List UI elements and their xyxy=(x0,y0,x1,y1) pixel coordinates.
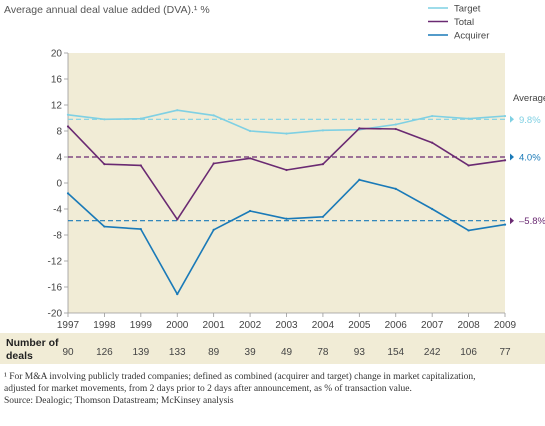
average-value-acquirer: –5.8% xyxy=(519,216,545,227)
footnote-line-1: ¹ For M&A involving publicly traded comp… xyxy=(4,372,476,382)
x-tick-label: 1997 xyxy=(57,320,80,331)
data-point-total xyxy=(321,163,325,166)
x-tick-label: 2005 xyxy=(348,320,371,331)
average-value-total: 4.0% xyxy=(519,153,541,164)
data-point-total xyxy=(467,164,470,167)
deals-count: 93 xyxy=(354,347,366,358)
x-tick-label: 2001 xyxy=(203,320,226,331)
data-point-total xyxy=(248,157,252,160)
data-point-acquirer xyxy=(176,293,179,296)
data-point-target xyxy=(139,117,142,120)
data-point-acquirer xyxy=(394,187,397,190)
plot-area xyxy=(68,53,505,313)
legend-label-acquirer: Acquirer xyxy=(454,31,489,42)
data-point-total xyxy=(66,125,70,128)
average-marker-acquirer xyxy=(510,217,514,225)
deals-row-band xyxy=(0,333,545,364)
data-point-acquirer xyxy=(212,228,215,231)
y-tick-label: -12 xyxy=(48,257,63,268)
data-point-total xyxy=(431,141,434,144)
x-tick-label: 1999 xyxy=(130,320,153,331)
deals-label-line-1: Number of xyxy=(6,337,59,349)
data-point-target xyxy=(285,132,288,135)
data-point-target xyxy=(503,114,507,118)
legend-label-total: Total xyxy=(454,17,474,28)
data-point-total xyxy=(394,127,397,131)
average-marker-target xyxy=(510,115,514,123)
x-tick-label: 2007 xyxy=(421,320,444,331)
y-tick-label: 20 xyxy=(51,49,63,60)
footnote-line-2: adjusted for market movements, from 2 da… xyxy=(4,384,412,394)
data-point-acquirer xyxy=(66,192,70,195)
y-tick-label: -8 xyxy=(53,231,62,242)
data-point-acquirer xyxy=(285,217,288,220)
deals-count: 106 xyxy=(460,347,477,358)
data-point-target xyxy=(394,123,397,126)
average-value-target: 9.8% xyxy=(519,115,541,126)
data-point-total xyxy=(358,127,361,130)
deals-count: 126 xyxy=(96,347,113,358)
data-point-target xyxy=(66,113,70,116)
data-point-acquirer xyxy=(503,223,507,226)
y-tick-label: -20 xyxy=(48,309,63,320)
source-note: Source: Dealogic; Thomson Datastream; Mc… xyxy=(4,396,234,406)
y-tick-label: 12 xyxy=(51,101,63,112)
data-point-total xyxy=(503,159,507,162)
deals-count: 139 xyxy=(132,347,149,358)
data-point-target xyxy=(176,109,179,112)
data-point-acquirer xyxy=(248,209,252,213)
data-point-target xyxy=(103,118,106,121)
x-tick-label: 1998 xyxy=(93,320,116,331)
data-point-acquirer xyxy=(103,225,106,228)
deals-count: 242 xyxy=(424,347,441,358)
deals-count: 39 xyxy=(245,347,257,358)
y-tick-label: 4 xyxy=(56,153,62,164)
y-tick-label: 0 xyxy=(56,179,62,190)
data-point-total xyxy=(285,168,288,172)
chart-title: Average annual deal value added (DVA).¹ … xyxy=(4,4,210,16)
data-point-acquirer xyxy=(321,215,325,218)
legend-label-target: Target xyxy=(454,4,481,15)
deals-label-line-2: deals xyxy=(6,350,33,362)
data-point-target xyxy=(321,129,325,132)
x-tick-label: 2006 xyxy=(385,320,408,331)
data-point-total xyxy=(139,164,142,167)
y-tick-label: 8 xyxy=(56,127,62,138)
data-point-target xyxy=(431,114,434,118)
x-tick-label: 2002 xyxy=(239,320,262,331)
data-point-total xyxy=(176,218,179,221)
data-point-target xyxy=(212,114,215,117)
y-tick-label: -16 xyxy=(48,283,63,294)
deals-count: 77 xyxy=(499,347,511,358)
data-point-total xyxy=(103,163,106,166)
deals-count: 154 xyxy=(387,347,404,358)
x-tick-label: 2009 xyxy=(494,320,517,331)
data-point-acquirer xyxy=(139,228,142,231)
data-point-total xyxy=(212,162,215,165)
x-tick-label: 2000 xyxy=(166,320,189,331)
deals-count: 49 xyxy=(281,347,293,358)
deals-count: 90 xyxy=(62,347,74,358)
data-point-acquirer xyxy=(431,207,434,211)
data-point-acquirer xyxy=(358,178,361,181)
data-point-acquirer xyxy=(467,229,470,232)
x-tick-label: 2003 xyxy=(275,320,298,331)
average-marker-total xyxy=(510,153,514,161)
x-tick-label: 2004 xyxy=(312,320,335,331)
x-tick-label: 2008 xyxy=(457,320,480,331)
deals-count: 78 xyxy=(317,347,329,358)
data-point-target xyxy=(248,129,252,133)
data-point-target xyxy=(467,117,470,120)
deals-count: 89 xyxy=(208,347,220,358)
deals-count: 133 xyxy=(169,347,186,358)
y-tick-label: -4 xyxy=(53,205,62,216)
y-tick-label: 16 xyxy=(51,75,63,86)
average-heading: Average xyxy=(513,93,545,104)
